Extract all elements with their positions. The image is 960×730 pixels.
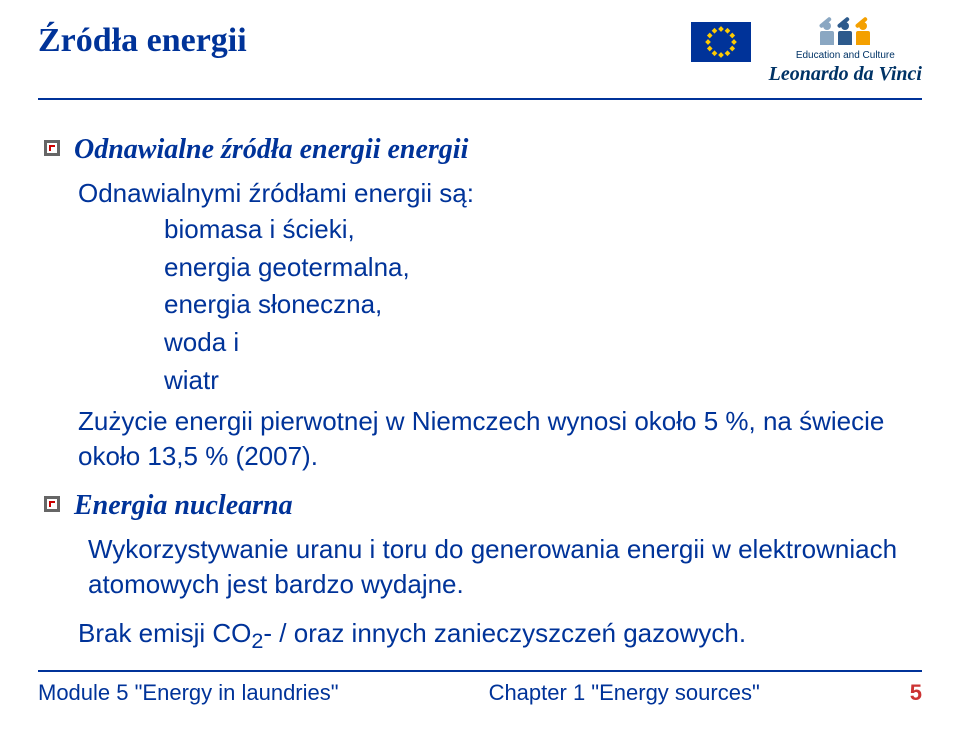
para2-text-b: - / oraz innych zanieczyszczeń gazowych. <box>263 618 746 648</box>
list-item: energia słoneczna, <box>164 286 922 324</box>
bullet-section-2: Energia nuclearna <box>44 490 922 522</box>
eu-flag-icon <box>691 22 751 62</box>
header-row: Źródła energii Education and Culture Leo… <box>38 22 922 86</box>
para2-subscript: 2 <box>251 628 263 653</box>
section1-para: Zużycie energii pierwotnej w Niemczech w… <box>78 404 922 474</box>
list-item: wiatr <box>164 362 922 400</box>
education-culture-logo: Education and Culture Leonardo da Vinci <box>769 22 922 86</box>
logo-cluster: Education and Culture Leonardo da Vinci <box>691 22 922 86</box>
section1-heading: Odnawialne źródła energii energii <box>74 134 468 166</box>
slide: Źródła energii Education and Culture Leo… <box>0 0 960 730</box>
bullet-icon <box>44 140 60 156</box>
bullet-section-1: Odnawialne źródła energii energii <box>44 134 922 166</box>
leonardo-text: Leonardo da Vinci <box>769 63 922 86</box>
page-number: 5 <box>910 680 922 706</box>
footer: Module 5 "Energy in laundries" Chapter 1… <box>38 670 922 706</box>
section2-para1: Wykorzystywanie uranu i toru do generowa… <box>88 532 922 602</box>
section1-intro: Odnawialnymi źródłami energii są: <box>78 176 922 211</box>
footer-row: Module 5 "Energy in laundries" Chapter 1… <box>38 680 922 706</box>
para2-text-a: Brak emisji CO <box>78 618 251 648</box>
list-item: biomasa i ścieki, <box>164 211 922 249</box>
page-title: Źródła energii <box>38 22 247 60</box>
bullet-icon <box>44 496 60 512</box>
list-item: woda i <box>164 324 922 362</box>
figures-icon <box>769 22 922 48</box>
edu-text: Education and Culture <box>769 50 922 61</box>
list-item: energia geotermalna, <box>164 249 922 287</box>
footer-left: Module 5 "Energy in laundries" <box>38 680 339 706</box>
section2-heading: Energia nuclearna <box>74 490 293 522</box>
section2-para2: Brak emisji CO2- / oraz innych zanieczys… <box>78 616 922 655</box>
footer-center: Chapter 1 "Energy sources" <box>489 680 760 706</box>
footer-divider <box>38 670 922 672</box>
content-area: Odnawialne źródła energii energii Odnawi… <box>38 100 922 655</box>
